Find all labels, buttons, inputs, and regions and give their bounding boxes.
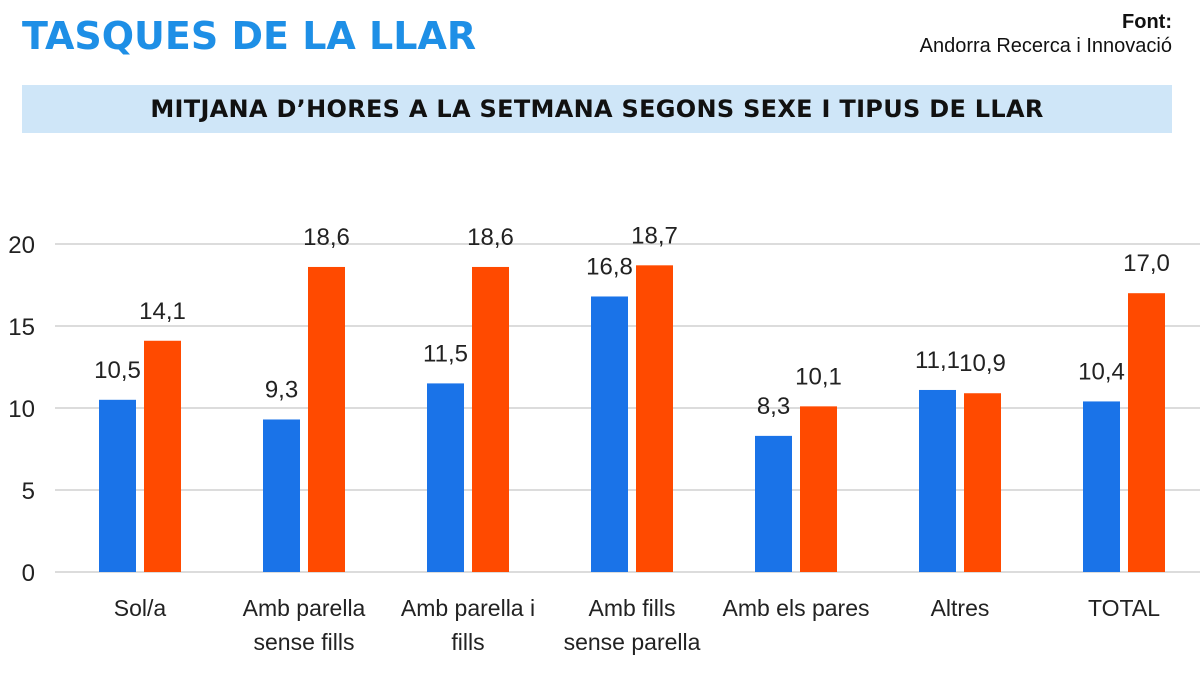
data-label: 11,5 (423, 340, 468, 367)
source-label: Font: (1122, 11, 1172, 33)
chart-title: MITJANA D’HORES A LA SETMANA SEGONS SEXE… (150, 95, 1044, 123)
x-tick-label: Amb parella (243, 595, 366, 621)
source-block: Font: Andorra Recerca i Innovació (920, 10, 1172, 58)
source-value: Andorra Recerca i Innovació (919, 35, 1172, 57)
y-tick-label: 20 (8, 232, 35, 259)
y-tick-label: 15 (8, 314, 35, 341)
bar (591, 296, 628, 572)
data-label: 10,4 (1078, 358, 1125, 385)
data-label: 8,3 (757, 393, 790, 420)
x-tick-label: Sol/a (114, 595, 167, 621)
data-label: 9,3 (265, 376, 298, 403)
bar (99, 399, 136, 572)
bar (1128, 293, 1165, 572)
data-label: 18,7 (631, 222, 678, 249)
bar (919, 389, 956, 572)
x-tick-label: sense parella (564, 629, 701, 655)
bar (308, 266, 345, 572)
bar (964, 393, 1001, 572)
x-tick-label: Amb els pares (722, 595, 869, 621)
page-title: TASQUES DE LA LLAR (22, 14, 477, 58)
data-label: 18,6 (467, 224, 514, 251)
x-tick-label: sense fills (254, 629, 355, 655)
data-label: 18,6 (303, 224, 350, 251)
bar (427, 383, 464, 572)
bar (144, 340, 181, 572)
y-tick-label: 0 (22, 560, 35, 587)
bar (636, 265, 673, 572)
bar (755, 435, 792, 572)
data-label: 10,5 (94, 357, 141, 384)
bar (472, 266, 509, 572)
bar (800, 406, 837, 572)
data-label: 10,9 (959, 350, 1006, 377)
data-label: 17,0 (1123, 250, 1170, 277)
x-tick-label: Altres (931, 595, 990, 621)
y-tick-label: 10 (8, 396, 35, 423)
bar (263, 419, 300, 572)
data-label: 10,1 (795, 363, 842, 390)
x-tick-label: Amb fills (589, 595, 676, 621)
y-tick-label: 5 (22, 478, 35, 505)
bar (1083, 401, 1120, 572)
x-tick-label: Amb parella i (401, 595, 535, 621)
x-tick-label: fills (451, 629, 484, 655)
data-label: 14,1 (139, 298, 186, 325)
chart-title-banner: MITJANA D’HORES A LA SETMANA SEGONS SEXE… (22, 85, 1172, 133)
data-label: 11,1 (915, 347, 960, 374)
x-tick-label: TOTAL (1088, 595, 1160, 621)
data-label: 16,8 (586, 253, 633, 280)
